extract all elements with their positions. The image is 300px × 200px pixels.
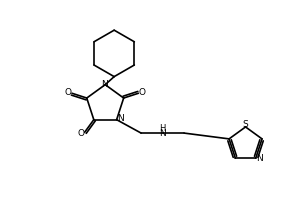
Text: O: O — [64, 88, 72, 97]
Text: O: O — [139, 88, 146, 97]
Text: N: N — [159, 129, 166, 138]
Text: N: N — [101, 80, 108, 89]
Text: S: S — [243, 120, 248, 129]
Text: H: H — [159, 124, 166, 133]
Text: N: N — [117, 114, 124, 123]
Text: O: O — [77, 129, 84, 138]
Text: N: N — [256, 154, 263, 163]
